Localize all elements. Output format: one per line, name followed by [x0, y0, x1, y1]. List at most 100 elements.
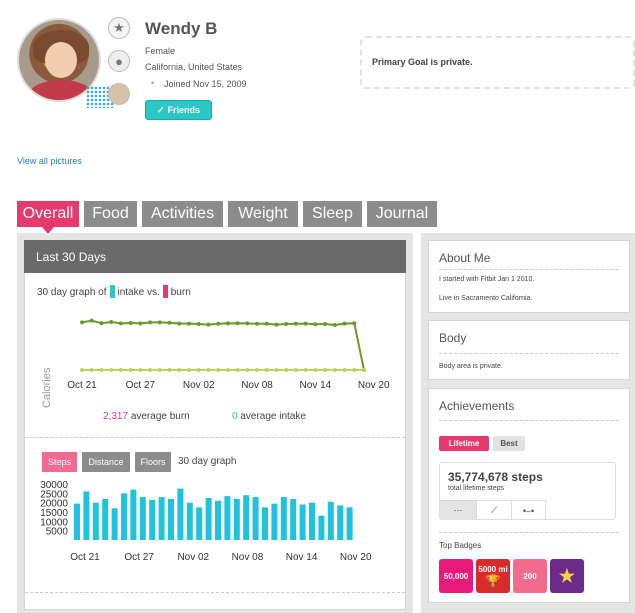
badge-label: 5000 mi: [478, 564, 508, 574]
burn-point: [177, 321, 182, 326]
intake-point: [186, 368, 191, 372]
stairs-icon: ⟋: [490, 505, 498, 515]
floors-badge-icon[interactable]: 200: [513, 559, 547, 593]
body-divider: [439, 353, 619, 354]
steps-bar: [83, 491, 90, 540]
intake-point: [80, 368, 84, 372]
friend-avatar-icon[interactable]: [108, 83, 130, 105]
avatar-face: [45, 42, 77, 78]
steps-segment[interactable]: ⋯: [440, 500, 476, 520]
body-title: Body: [439, 331, 467, 345]
steps-bar: [121, 493, 127, 540]
y-tick-label: 5000: [46, 527, 69, 538]
trophy-icon: 🏆: [485, 573, 501, 588]
friends-button-label: Friends: [167, 105, 201, 115]
lifetime-steps-box: 35,774,678 steps total lifetime steps: [439, 462, 616, 520]
average-burn-value: 2,317: [103, 411, 129, 422]
x-tick-label: Nov 02: [183, 380, 215, 391]
x-tick-label: Oct 21: [70, 552, 100, 563]
steps-badge-icon[interactable]: 50,000: [439, 559, 473, 593]
tab-food[interactable]: Food: [84, 201, 137, 227]
steps-tab[interactable]: Steps: [42, 452, 77, 472]
steps-bar: [130, 489, 137, 540]
x-tick-label: Nov 08: [232, 552, 264, 563]
average-intake-label: average intake: [240, 411, 306, 422]
steps-bar: [233, 498, 240, 540]
steps-bar: [177, 488, 184, 540]
profile-name: Wendy B: [145, 19, 218, 38]
steps-bars: [74, 488, 353, 540]
bullet-icon: •: [151, 78, 155, 88]
x-tick-label: Oct 27: [126, 380, 156, 391]
badge-label: 200: [523, 571, 537, 581]
intake-point: [274, 368, 279, 372]
trophy-badge-icon[interactable]: 5000 mi 🏆: [476, 559, 510, 593]
burn-point: [255, 321, 260, 326]
intake-point: [235, 368, 240, 372]
intake-point: [118, 368, 123, 372]
friends-button[interactable]: ✓ Friends: [145, 100, 212, 120]
intake-point: [196, 368, 201, 372]
tab-activities[interactable]: Activities: [142, 201, 223, 227]
burn-point: [109, 320, 114, 324]
intake-point: [245, 368, 250, 372]
x-tick-label: Nov 20: [340, 552, 372, 563]
burn-point: [313, 322, 318, 327]
steps-bar: [139, 497, 146, 540]
tab-overall[interactable]: Overall: [17, 201, 79, 227]
y-tick-label: 15000: [40, 508, 68, 519]
burn-point: [284, 322, 289, 326]
intake-point: [128, 368, 133, 372]
about-me-title: About Me: [439, 251, 491, 265]
floors-segment[interactable]: ⟋: [476, 500, 511, 520]
average-intake: 0 average intake: [232, 411, 306, 422]
calorie-x-ticks: Oct 21 Oct 27 Nov 02 Nov 08 Nov 14 Nov 20: [67, 380, 390, 391]
summary-card: [24, 240, 406, 610]
intake-point: [362, 368, 366, 372]
tab-weight[interactable]: Weight: [228, 201, 298, 227]
check-icon: ✓: [156, 104, 165, 115]
x-tick-label: Nov 14: [300, 380, 332, 391]
view-all-pictures-link[interactable]: View all pictures: [17, 156, 82, 166]
burn-point: [167, 320, 172, 325]
about-line-1: I started with Fitbit Jan 1 2010.: [439, 276, 535, 283]
burn-point: [293, 321, 298, 326]
steps-bar: [168, 498, 174, 540]
burn-point: [245, 321, 250, 326]
intake-point: [99, 368, 104, 372]
x-tick-label: Nov 14: [286, 552, 318, 563]
star-badge-icon[interactable]: ★: [108, 17, 130, 39]
burn-point: [206, 322, 211, 327]
burn-point: [196, 322, 201, 326]
primary-goal-box: Primary Goal is private.: [360, 36, 635, 89]
profile-avatar[interactable]: [17, 18, 101, 102]
star-badge-icon[interactable]: ★: [550, 559, 584, 593]
intake-point: [225, 368, 230, 372]
steps-bar: [346, 507, 353, 540]
lifetime-tab[interactable]: Lifetime: [439, 436, 489, 451]
y-tick-label: 10000: [40, 517, 68, 528]
best-tab[interactable]: Best: [493, 436, 525, 451]
burn-swatch: [162, 285, 168, 298]
lifetime-steps-caption: total lifetime steps: [448, 485, 505, 492]
steps-bar: [299, 504, 306, 540]
floors-tab[interactable]: Floors: [135, 452, 171, 472]
steps-bar: [186, 502, 193, 540]
steps-bar: [102, 498, 109, 540]
burn-point: [80, 320, 84, 325]
tab-sleep[interactable]: Sleep: [303, 201, 362, 227]
intake-swatch: [109, 285, 115, 298]
tab-journal[interactable]: Journal: [367, 201, 437, 227]
intake-point: [284, 368, 289, 372]
distance-tab[interactable]: Distance: [82, 452, 130, 472]
avatar-shirt: [29, 80, 93, 100]
intake-point: [177, 368, 182, 372]
calorie-line-chart: Calories Oct 21 Oct 27 Nov 02 Nov 08 Nov 14 N…: [41, 318, 390, 408]
y-tick-label: 20000: [40, 499, 68, 510]
steps-graph-title: 30 day graph: [178, 456, 237, 467]
x-tick-label: Nov 20: [358, 380, 390, 391]
tiger-badge-icon[interactable]: ●: [108, 50, 130, 72]
distance-icon: •–•: [522, 505, 535, 516]
distance-segment[interactable]: •–•: [511, 500, 546, 520]
